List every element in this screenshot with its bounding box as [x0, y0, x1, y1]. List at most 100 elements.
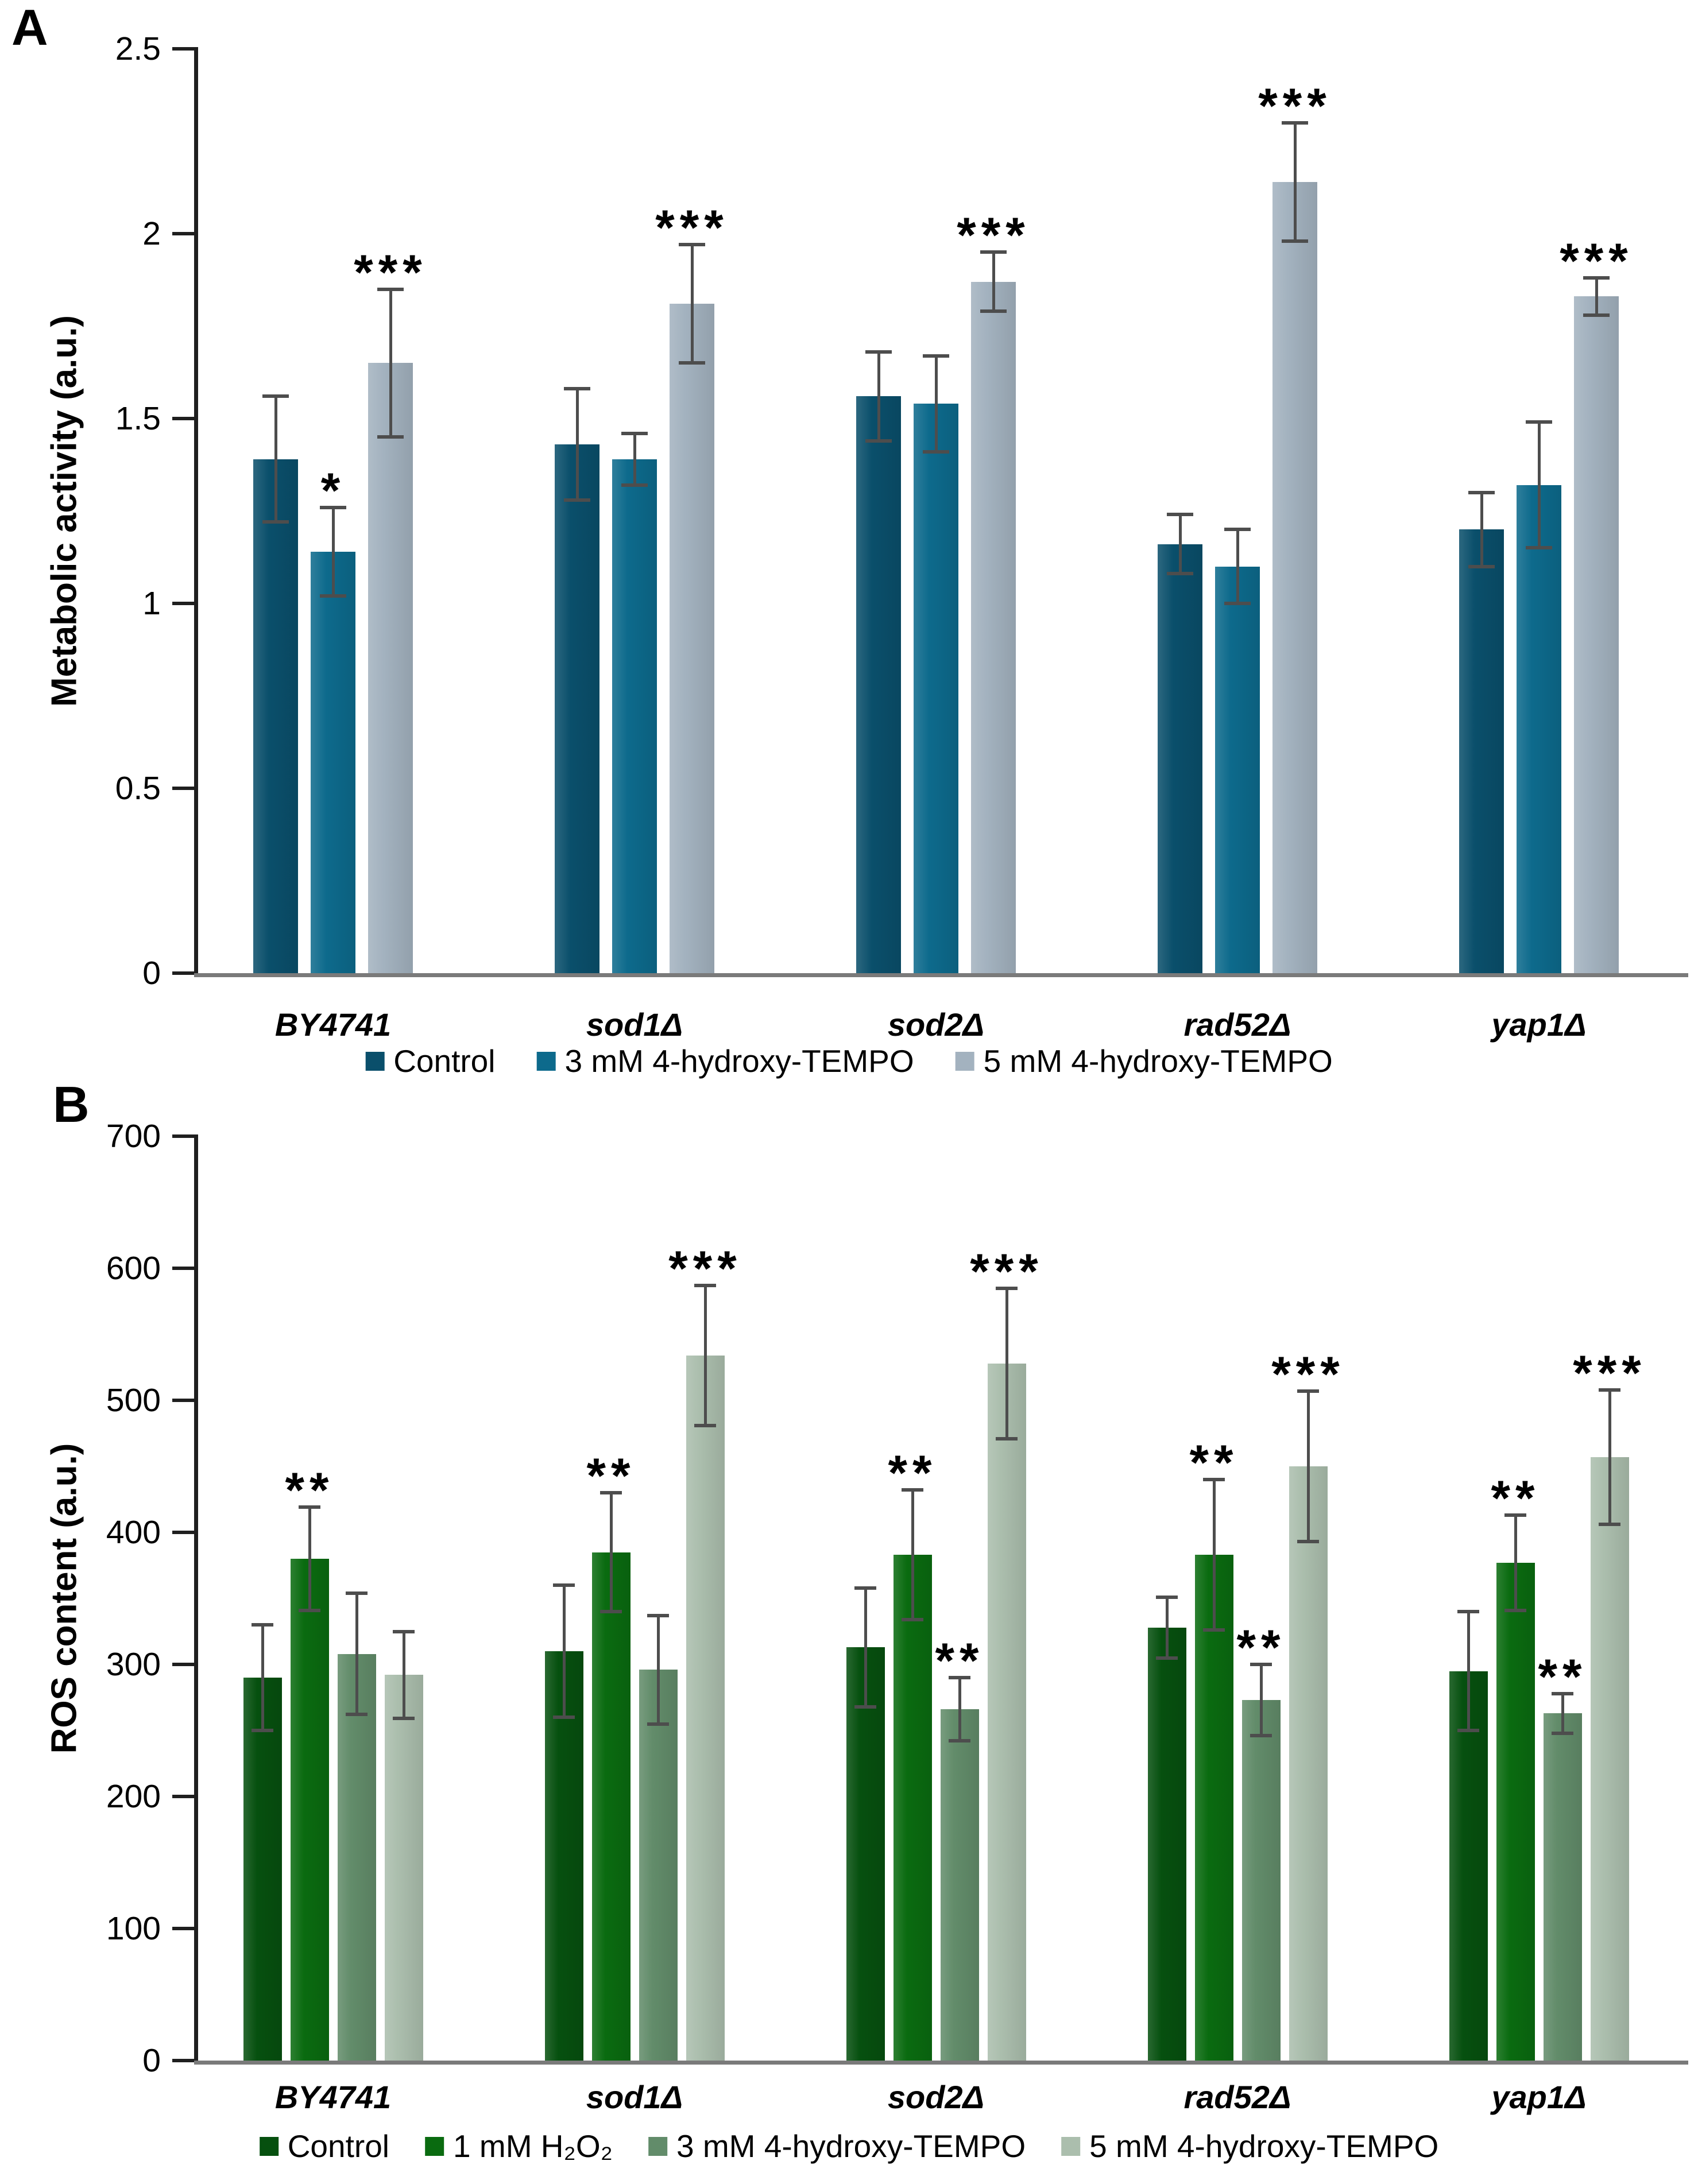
- error-bar-line: [1595, 278, 1598, 315]
- error-bar-cap: [949, 1739, 970, 1743]
- error-bar-cap: [865, 439, 892, 443]
- legend-label: 5 mM 4-hydroxy-TEMPO: [1089, 2128, 1439, 2164]
- legend-swatch: [648, 2136, 667, 2156]
- significance-stars: ***: [1560, 234, 1633, 289]
- bar-gradient: [893, 1555, 932, 2061]
- bar: [1496, 1562, 1535, 2061]
- error-bar-line: [690, 245, 694, 363]
- error-bar-cap: [902, 1488, 923, 1492]
- bar-gradient: [368, 363, 413, 973]
- legend-swatch: [365, 1051, 385, 1071]
- y-tick-mark: [172, 1134, 194, 1138]
- error-bar-cap: [252, 1623, 273, 1627]
- y-tick-mark: [172, 2059, 194, 2062]
- bar: [311, 551, 355, 973]
- y-tick-label: 400: [106, 1514, 161, 1551]
- bar-gradient: [670, 304, 714, 973]
- legend-item: 1 mM H₂O₂: [425, 2129, 613, 2164]
- legend-item: 3 mM 4-hydroxy-TEMPO: [536, 1043, 914, 1079]
- error-bar-line: [1236, 529, 1239, 603]
- error-bar-line: [958, 1678, 961, 1741]
- bar: [1158, 544, 1202, 973]
- bar: [971, 281, 1016, 973]
- error-bar-cap: [1552, 1691, 1573, 1695]
- category-label: BY4741: [274, 1006, 392, 1043]
- significance-stars: **: [1538, 1649, 1587, 1705]
- bar: [1517, 485, 1561, 973]
- error-bar-cap: [647, 1613, 669, 1617]
- error-bar-cap: [393, 1717, 415, 1721]
- error-bar-cap: [377, 287, 404, 291]
- error-bar-line: [1259, 1664, 1263, 1736]
- y-tick-mark: [172, 417, 194, 420]
- legend-label: Control: [287, 2128, 390, 2164]
- error-bar-cap: [564, 387, 590, 391]
- significance-stars: **: [1189, 1435, 1239, 1490]
- panel-a-y-axis-line: [194, 47, 198, 977]
- y-tick-mark: [172, 1267, 194, 1270]
- error-bar-cap: [1468, 490, 1495, 494]
- error-bar-line: [331, 507, 335, 597]
- bar-gradient: [1215, 566, 1260, 973]
- significance-stars: ***: [668, 1241, 742, 1296]
- error-bar-line: [1537, 422, 1541, 548]
- category-label: rad52Δ: [1183, 2079, 1291, 2115]
- error-bar-line: [1480, 492, 1483, 567]
- legend-label: 3 mM 4-hydroxy-TEMPO: [564, 1043, 914, 1079]
- category-label: sod1Δ: [586, 1006, 683, 1043]
- error-bar-line: [562, 1585, 566, 1717]
- error-bar-cap: [262, 520, 289, 524]
- error-bar-line: [992, 252, 995, 312]
- significance-stars: **: [935, 1633, 984, 1689]
- bar: [591, 1552, 631, 2061]
- y-tick-label: 600: [106, 1250, 161, 1287]
- bar: [253, 459, 298, 973]
- error-bar-cap: [679, 361, 705, 365]
- bar-gradient: [290, 1559, 329, 2061]
- legend-swatch: [955, 1051, 974, 1071]
- bar-gradient: [253, 459, 298, 973]
- y-tick-label: 700: [106, 1118, 161, 1155]
- error-bar-cap: [1297, 1389, 1319, 1393]
- bar: [1574, 296, 1619, 973]
- legend-swatch: [259, 2136, 279, 2156]
- y-tick-label: 2.5: [115, 30, 161, 67]
- bar-gradient: [1158, 544, 1202, 973]
- bar-gradient: [1517, 485, 1561, 973]
- error-bar-cap: [1468, 564, 1495, 568]
- legend-item: 5 mM 4-hydroxy-TEMPO: [1061, 2129, 1438, 2164]
- bar: [1289, 1466, 1328, 2061]
- error-bar-line: [575, 389, 579, 500]
- bar-gradient: [1289, 1466, 1328, 2061]
- bar: [1215, 566, 1260, 973]
- panel-a-x-axis-line: [194, 973, 1688, 977]
- error-bar-cap: [1224, 602, 1251, 605]
- error-bar-cap: [980, 309, 1007, 313]
- bar-gradient: [1543, 1713, 1582, 2061]
- error-bar-cap: [1282, 121, 1308, 125]
- panel-a-legend: Control 3 mM 4-hydroxy-TEMPO 5 mM 4-hydrox…: [365, 1044, 1333, 1079]
- bar: [893, 1555, 932, 2061]
- significance-stars: ***: [1258, 78, 1332, 134]
- error-bar-cap: [1250, 1734, 1272, 1738]
- error-bar-cap: [1552, 1731, 1573, 1735]
- error-bar-cap: [299, 1608, 320, 1612]
- error-bar-line: [633, 433, 636, 485]
- y-tick-mark: [172, 47, 194, 51]
- y-tick-mark: [172, 1399, 194, 1402]
- bar: [1147, 1627, 1186, 2061]
- error-bar-cap: [553, 1716, 575, 1719]
- category-label: BY4741: [274, 2079, 392, 2115]
- error-bar-cap: [679, 243, 705, 247]
- bar: [686, 1355, 725, 2061]
- error-bar-cap: [1250, 1663, 1272, 1666]
- error-bar-line: [656, 1615, 660, 1724]
- error-bar-cap: [1457, 1729, 1479, 1732]
- category-label: yap1Δ: [1491, 2079, 1587, 2115]
- error-bar-cap: [1156, 1595, 1178, 1599]
- y-tick-label: 200: [106, 1778, 161, 1815]
- panel-b-y-axis-title: ROS content (a.u.): [44, 1443, 84, 1754]
- error-bar-cap: [600, 1491, 622, 1494]
- bar: [368, 363, 413, 973]
